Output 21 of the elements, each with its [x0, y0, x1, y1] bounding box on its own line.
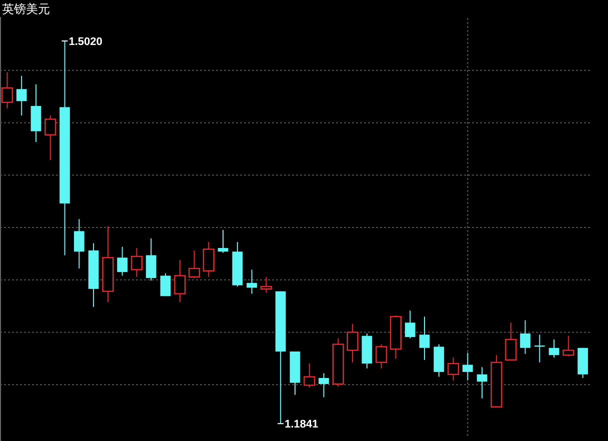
candlestick: [462, 352, 473, 381]
candlestick: [16, 75, 27, 116]
candlestick: [102, 226, 114, 303]
candlestick: [218, 229, 228, 254]
candlestick: [117, 246, 128, 276]
candlestick: [130, 247, 142, 278]
annotation: 1.1841: [284, 418, 318, 431]
candlestick: [520, 320, 530, 354]
candlestick: [160, 272, 171, 297]
candlestick: [146, 238, 156, 281]
candlestick: [419, 316, 430, 360]
candlestick: [476, 366, 488, 399]
candlestick: [202, 241, 214, 278]
candlestick: [318, 372, 329, 398]
annotation: 1.5020: [68, 36, 102, 48]
candlestick: [404, 310, 416, 339]
candlestick: [246, 269, 257, 294]
candlestick: [74, 218, 84, 269]
candlestick: [548, 338, 560, 358]
chart-title: 英镑美元: [2, 1, 50, 18]
candlestick: [448, 357, 460, 381]
